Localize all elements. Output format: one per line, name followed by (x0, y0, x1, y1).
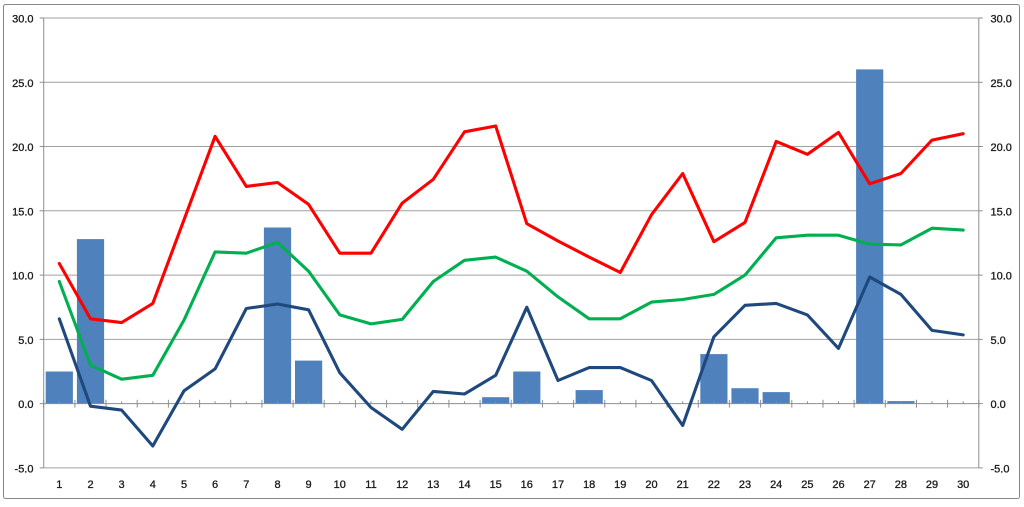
svg-text:27: 27 (864, 479, 876, 491)
svg-text:25: 25 (801, 479, 813, 491)
svg-text:8: 8 (274, 479, 280, 491)
svg-text:15: 15 (490, 479, 502, 491)
svg-text:0.0: 0.0 (18, 399, 33, 411)
svg-text:20: 20 (645, 479, 657, 491)
svg-text:12: 12 (396, 479, 408, 491)
svg-text:11: 11 (365, 479, 376, 491)
svg-text:20.0: 20.0 (991, 142, 1012, 154)
svg-text:26: 26 (832, 479, 844, 491)
svg-text:5.0: 5.0 (991, 335, 1006, 347)
svg-text:30: 30 (957, 479, 969, 491)
svg-text:15.0: 15.0 (12, 206, 33, 218)
svg-text:19: 19 (614, 479, 626, 491)
svg-text:7: 7 (243, 479, 249, 491)
svg-text:10.0: 10.0 (991, 271, 1012, 283)
svg-text:10: 10 (334, 479, 346, 491)
svg-text:29: 29 (926, 479, 938, 491)
svg-text:6: 6 (212, 479, 218, 491)
svg-text:13: 13 (427, 479, 439, 491)
svg-text:5.0: 5.0 (18, 335, 33, 347)
svg-text:25.0: 25.0 (991, 78, 1012, 90)
svg-text:20.0: 20.0 (12, 142, 33, 154)
svg-text:18: 18 (583, 479, 595, 491)
svg-text:16: 16 (521, 479, 533, 491)
svg-text:14: 14 (458, 479, 470, 491)
svg-text:4: 4 (150, 479, 156, 491)
svg-text:28: 28 (895, 479, 907, 491)
svg-text:5: 5 (181, 479, 187, 491)
svg-text:30.0: 30.0 (991, 14, 1012, 26)
svg-text:9: 9 (306, 479, 312, 491)
svg-text:-5.0: -5.0 (15, 464, 34, 476)
svg-text:1: 1 (56, 479, 62, 491)
svg-text:3: 3 (119, 479, 125, 491)
svg-text:21: 21 (677, 479, 689, 491)
svg-text:23: 23 (739, 479, 751, 491)
svg-text:24: 24 (770, 479, 782, 491)
svg-text:10.0: 10.0 (12, 271, 33, 283)
svg-text:15.0: 15.0 (991, 206, 1012, 218)
svg-text:17: 17 (552, 479, 564, 491)
svg-text:2: 2 (87, 479, 93, 491)
svg-text:25.0: 25.0 (12, 78, 33, 90)
svg-text:22: 22 (708, 479, 720, 491)
svg-text:-5.0: -5.0 (991, 464, 1010, 476)
svg-text:0.0: 0.0 (991, 399, 1006, 411)
svg-text:30.0: 30.0 (12, 14, 33, 26)
